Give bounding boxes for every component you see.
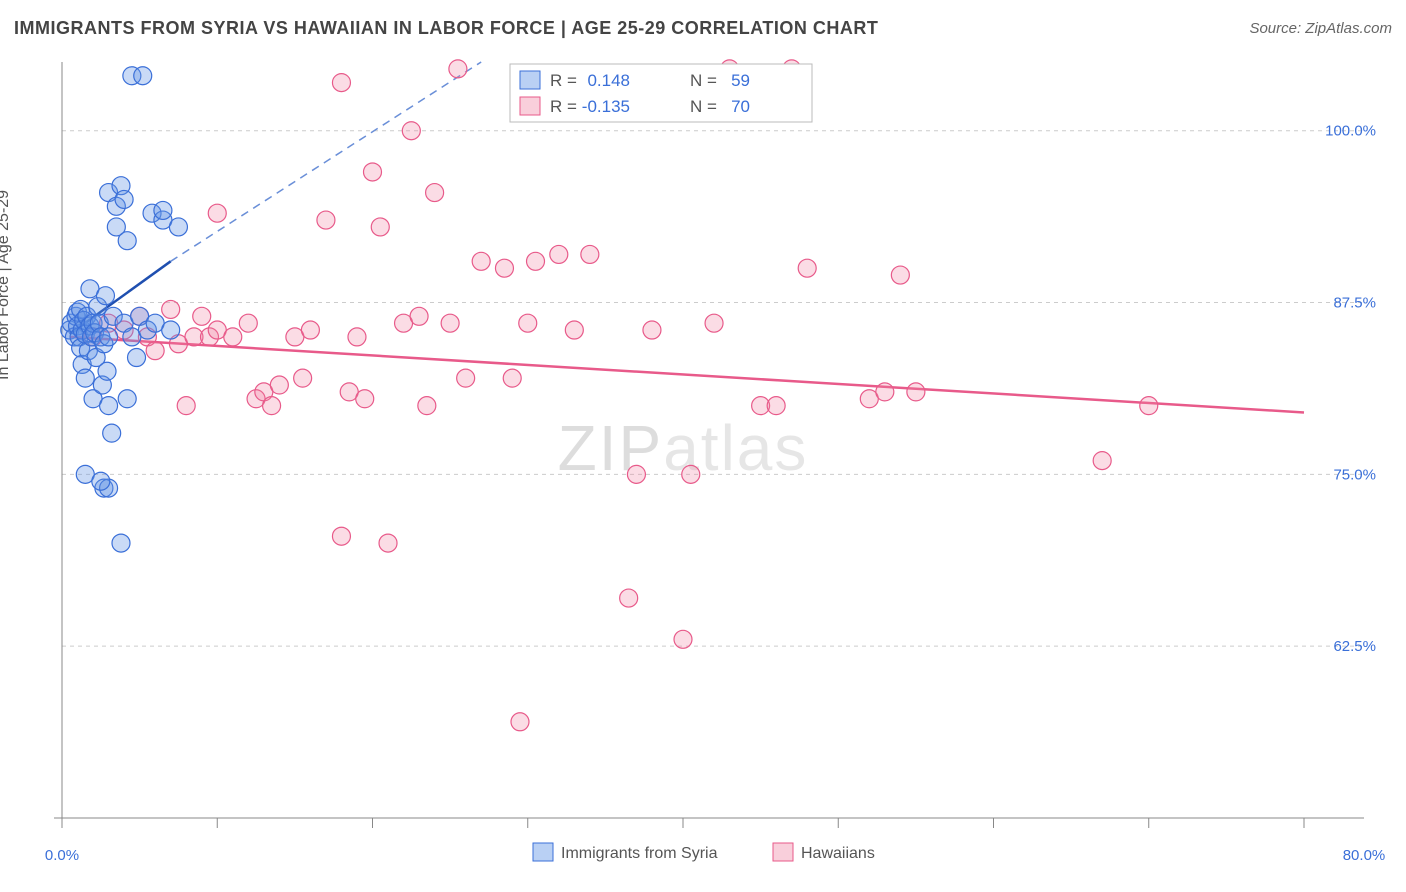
- bottom-legend-label-b: Hawaiians: [801, 845, 875, 862]
- scatter-chart: 62.5%75.0%87.5%100.0%0.0%80.0%ZIPatlasR …: [14, 50, 1392, 882]
- chart-title: IMMIGRANTS FROM SYRIA VS HAWAIIAN IN LAB…: [14, 18, 878, 39]
- data-point-b: [146, 342, 164, 360]
- data-point-b: [193, 307, 211, 325]
- data-point-b: [891, 266, 909, 284]
- y-axis-label: In Labor Force | Age 25-29: [0, 190, 13, 380]
- plot-area: In Labor Force | Age 25-29 62.5%75.0%87.…: [14, 50, 1392, 882]
- legend-r-label-b: R =: [550, 97, 577, 116]
- data-point-b: [620, 589, 638, 607]
- data-point-a: [118, 232, 136, 250]
- data-point-b: [503, 369, 521, 387]
- data-point-a: [115, 190, 133, 208]
- bottom-legend-swatch-b: [773, 843, 793, 861]
- data-point-b: [643, 321, 661, 339]
- data-point-b: [270, 376, 288, 394]
- data-point-b: [565, 321, 583, 339]
- data-point-b: [627, 465, 645, 483]
- data-point-b: [876, 383, 894, 401]
- data-point-a: [96, 287, 114, 305]
- data-point-b: [495, 259, 513, 277]
- data-point-a: [92, 472, 110, 490]
- y-tick-label: 87.5%: [1333, 295, 1376, 312]
- legend-r-label-a: R =: [550, 71, 577, 90]
- data-point-a: [98, 362, 116, 380]
- data-point-b: [705, 314, 723, 332]
- data-point-b: [410, 307, 428, 325]
- data-point-b: [224, 328, 242, 346]
- bottom-legend-label-a: Immigrants from Syria: [561, 845, 718, 862]
- source-label: Source: ZipAtlas.com: [1249, 20, 1392, 37]
- data-point-b: [527, 252, 545, 270]
- data-point-a: [162, 321, 180, 339]
- chart-header: IMMIGRANTS FROM SYRIA VS HAWAIIAN IN LAB…: [14, 18, 1392, 39]
- data-point-b: [364, 163, 382, 181]
- data-point-a: [76, 369, 94, 387]
- data-point-a: [118, 390, 136, 408]
- data-point-a: [134, 67, 152, 85]
- data-point-b: [239, 314, 257, 332]
- data-point-b: [1140, 397, 1158, 415]
- y-tick-label: 62.5%: [1333, 638, 1376, 655]
- legend-n-label-b: N =: [690, 97, 717, 116]
- legend-swatch-a: [520, 71, 540, 89]
- data-point-b: [301, 321, 319, 339]
- data-point-b: [907, 383, 925, 401]
- data-point-b: [317, 211, 335, 229]
- x-tick-label-left: 0.0%: [45, 847, 79, 864]
- data-point-a: [154, 201, 172, 219]
- data-point-a: [103, 424, 121, 442]
- data-point-b: [348, 328, 366, 346]
- data-point-b: [682, 465, 700, 483]
- data-point-a: [100, 328, 118, 346]
- data-point-b: [371, 218, 389, 236]
- data-point-a: [112, 534, 130, 552]
- y-tick-label: 75.0%: [1333, 466, 1376, 483]
- legend-n-value-b: 70: [731, 97, 750, 116]
- data-point-b: [294, 369, 312, 387]
- data-point-b: [177, 397, 195, 415]
- data-point-b: [332, 527, 350, 545]
- data-point-b: [418, 397, 436, 415]
- data-point-b: [426, 184, 444, 202]
- data-point-b: [1093, 452, 1111, 470]
- data-point-b: [449, 60, 467, 78]
- data-point-b: [208, 204, 226, 222]
- data-point-a: [100, 397, 118, 415]
- data-point-b: [581, 245, 599, 263]
- legend-n-value-a: 59: [731, 71, 750, 90]
- bottom-legend-swatch-a: [533, 843, 553, 861]
- data-point-a: [169, 218, 187, 236]
- data-point-b: [441, 314, 459, 332]
- data-point-b: [379, 534, 397, 552]
- data-point-b: [767, 397, 785, 415]
- data-point-b: [162, 300, 180, 318]
- data-point-b: [550, 245, 568, 263]
- legend-swatch-b: [520, 97, 540, 115]
- x-tick-label-right: 80.0%: [1343, 847, 1386, 864]
- data-point-b: [798, 259, 816, 277]
- data-point-b: [457, 369, 475, 387]
- legend-r-value-b: -0.135: [582, 97, 630, 116]
- legend-r-value-a: 0.148: [587, 71, 630, 90]
- legend-n-label-a: N =: [690, 71, 717, 90]
- data-point-b: [356, 390, 374, 408]
- data-point-b: [511, 713, 529, 731]
- data-point-b: [472, 252, 490, 270]
- data-point-b: [519, 314, 537, 332]
- y-tick-label: 100.0%: [1325, 123, 1376, 140]
- data-point-b: [402, 122, 420, 140]
- data-point-a: [128, 349, 146, 367]
- trend-line-a-extrap: [171, 62, 482, 261]
- data-point-b: [332, 74, 350, 92]
- data-point-b: [674, 630, 692, 648]
- data-point-b: [263, 397, 281, 415]
